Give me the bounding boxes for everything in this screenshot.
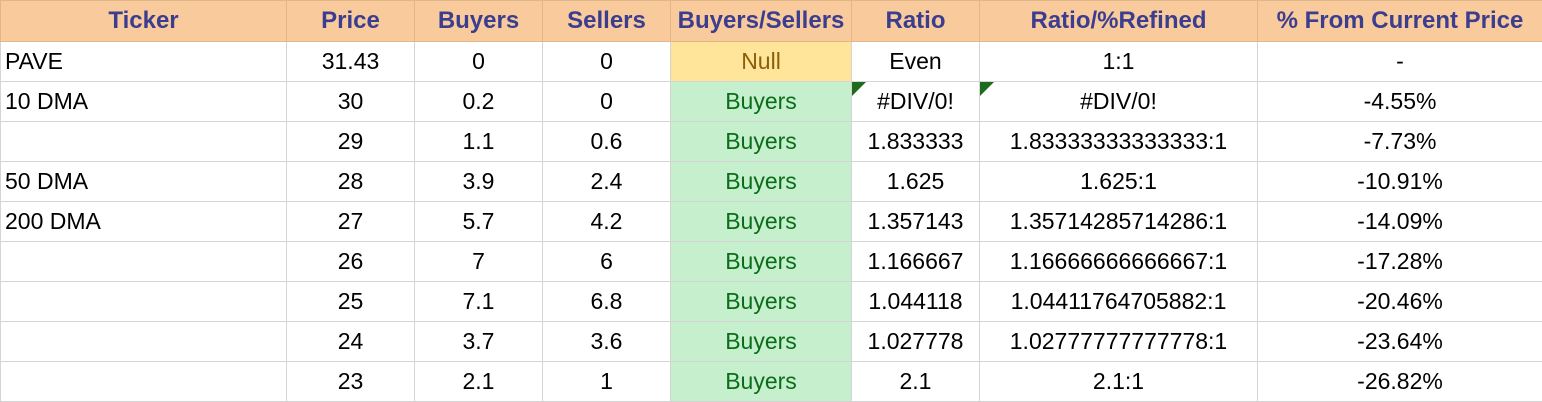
cell-buyers[interactable]: 3.9 bbox=[414, 161, 543, 202]
cell-price[interactable]: 29 bbox=[286, 121, 415, 162]
cell-pct-from-price[interactable]: -17.28% bbox=[1257, 241, 1542, 282]
cell-price[interactable]: 26 bbox=[286, 241, 415, 282]
cell-ratio-refined[interactable]: 1.35714285714286:1 bbox=[979, 201, 1258, 242]
cell-buyers[interactable]: 7 bbox=[414, 241, 543, 282]
cell-ratio[interactable]: 1.625 bbox=[851, 161, 980, 202]
cell-price[interactable]: 28 bbox=[286, 161, 415, 202]
cell-ratio-refined[interactable]: 1.16666666666667:1 bbox=[979, 241, 1258, 282]
cell-pct-from-price[interactable]: -23.64% bbox=[1257, 321, 1542, 362]
cell-ratio-error[interactable]: #DIV/0! bbox=[851, 81, 980, 122]
header-price[interactable]: Price bbox=[286, 0, 415, 42]
cell-price[interactable]: 30 bbox=[286, 81, 415, 122]
cell-pct-from-price[interactable]: -10.91% bbox=[1257, 161, 1542, 202]
cell-ratio[interactable]: 1.166667 bbox=[851, 241, 980, 282]
cell-ratio[interactable]: 2.1 bbox=[851, 361, 980, 402]
header-buyers-sellers[interactable]: Buyers/Sellers bbox=[670, 0, 852, 42]
cell-ratio[interactable]: 1.027778 bbox=[851, 321, 980, 362]
cell-price[interactable]: 24 bbox=[286, 321, 415, 362]
cell-pct-from-price[interactable]: -20.46% bbox=[1257, 281, 1542, 322]
cell-buyers-sellers[interactable]: Buyers bbox=[670, 201, 852, 242]
cell-sellers[interactable]: 4.2 bbox=[542, 201, 671, 242]
cell-sellers[interactable]: 6.8 bbox=[542, 281, 671, 322]
cell-buyers-sellers[interactable]: Buyers bbox=[670, 81, 852, 122]
cell-buyers-sellers[interactable]: Buyers bbox=[670, 361, 852, 402]
cell-ticker[interactable] bbox=[0, 361, 287, 402]
table-row: 200 DMA 27 5.7 4.2 Buyers 1.357143 1.357… bbox=[0, 201, 1542, 242]
table-row: 24 3.7 3.6 Buyers 1.027778 1.02777777777… bbox=[0, 321, 1542, 362]
cell-sellers[interactable]: 3.6 bbox=[542, 321, 671, 362]
cell-ticker[interactable] bbox=[0, 241, 287, 282]
header-ratio-refined[interactable]: Ratio/%Refined bbox=[979, 0, 1258, 42]
cell-ticker[interactable] bbox=[0, 281, 287, 322]
cell-buyers-sellers[interactable]: Buyers bbox=[670, 281, 852, 322]
cell-buyers[interactable]: 7.1 bbox=[414, 281, 543, 322]
cell-price[interactable]: 27 bbox=[286, 201, 415, 242]
cell-ratio-refined[interactable]: 1.83333333333333:1 bbox=[979, 121, 1258, 162]
table-row: 50 DMA 28 3.9 2.4 Buyers 1.625 1.625:1 -… bbox=[0, 161, 1542, 202]
cell-buyers[interactable]: 5.7 bbox=[414, 201, 543, 242]
cell-sellers[interactable]: 0 bbox=[542, 81, 671, 122]
cell-ratio-refined[interactable]: 1.625:1 bbox=[979, 161, 1258, 202]
cell-pct-from-price[interactable]: - bbox=[1257, 41, 1542, 82]
cell-sellers[interactable]: 6 bbox=[542, 241, 671, 282]
table-row: 26 7 6 Buyers 1.166667 1.16666666666667:… bbox=[0, 241, 1542, 282]
cell-pct-from-price[interactable]: -4.55% bbox=[1257, 81, 1542, 122]
cell-ratio-refined[interactable]: 1.02777777777778:1 bbox=[979, 321, 1258, 362]
cell-buyers-sellers[interactable]: Buyers bbox=[670, 241, 852, 282]
table-row: 29 1.1 0.6 Buyers 1.833333 1.83333333333… bbox=[0, 121, 1542, 162]
cell-price[interactable]: 31.43 bbox=[286, 41, 415, 82]
cell-sellers[interactable]: 0 bbox=[542, 41, 671, 82]
cell-buyers[interactable]: 3.7 bbox=[414, 321, 543, 362]
cell-ticker[interactable]: 10 DMA bbox=[0, 81, 287, 122]
cell-buyers[interactable]: 0 bbox=[414, 41, 543, 82]
cell-ratio[interactable]: Even bbox=[851, 41, 980, 82]
cell-price[interactable]: 23 bbox=[286, 361, 415, 402]
cell-ratio[interactable]: 1.357143 bbox=[851, 201, 980, 242]
cell-pct-from-price[interactable]: -26.82% bbox=[1257, 361, 1542, 402]
header-buyers[interactable]: Buyers bbox=[414, 0, 543, 42]
cell-ticker[interactable] bbox=[0, 321, 287, 362]
cell-buyers-sellers[interactable]: Buyers bbox=[670, 161, 852, 202]
header-ticker[interactable]: Ticker bbox=[0, 0, 287, 42]
header-pct-from-price[interactable]: % From Current Price bbox=[1257, 0, 1542, 42]
cell-ratio[interactable]: 1.833333 bbox=[851, 121, 980, 162]
cell-pct-from-price[interactable]: -7.73% bbox=[1257, 121, 1542, 162]
cell-ticker[interactable] bbox=[0, 121, 287, 162]
cell-ticker[interactable]: PAVE bbox=[0, 41, 287, 82]
cell-ratio-refined[interactable]: 2.1:1 bbox=[979, 361, 1258, 402]
cell-buyers[interactable]: 0.2 bbox=[414, 81, 543, 122]
table-row: 23 2.1 1 Buyers 2.1 2.1:1 -26.82% bbox=[0, 361, 1542, 402]
cell-ticker[interactable]: 50 DMA bbox=[0, 161, 287, 202]
cell-buyers-sellers[interactable]: Buyers bbox=[670, 321, 852, 362]
header-row: Ticker Price Buyers Sellers Buyers/Selle… bbox=[0, 0, 1542, 42]
header-sellers[interactable]: Sellers bbox=[542, 0, 671, 42]
cell-price[interactable]: 25 bbox=[286, 281, 415, 322]
cell-buyers[interactable]: 1.1 bbox=[414, 121, 543, 162]
table-row: 25 7.1 6.8 Buyers 1.044118 1.04411764705… bbox=[0, 281, 1542, 322]
cell-ratio[interactable]: 1.044118 bbox=[851, 281, 980, 322]
cell-sellers[interactable]: 1 bbox=[542, 361, 671, 402]
cell-ratio-refined[interactable]: 1.04411764705882:1 bbox=[979, 281, 1258, 322]
cell-ratio-refined[interactable]: 1:1 bbox=[979, 41, 1258, 82]
cell-ratio-refined-error[interactable]: #DIV/0! bbox=[979, 81, 1258, 122]
table-row: 10 DMA 30 0.2 0 Buyers #DIV/0! #DIV/0! -… bbox=[0, 81, 1542, 122]
cell-buyers-sellers[interactable]: Null bbox=[670, 41, 852, 82]
table-row: PAVE 31.43 0 0 Null Even 1:1 - bbox=[0, 41, 1542, 82]
cell-buyers[interactable]: 2.1 bbox=[414, 361, 543, 402]
header-ratio[interactable]: Ratio bbox=[851, 0, 980, 42]
cell-pct-from-price[interactable]: -14.09% bbox=[1257, 201, 1542, 242]
cell-buyers-sellers[interactable]: Buyers bbox=[670, 121, 852, 162]
cell-ticker[interactable]: 200 DMA bbox=[0, 201, 287, 242]
cell-sellers[interactable]: 2.4 bbox=[542, 161, 671, 202]
cell-sellers[interactable]: 0.6 bbox=[542, 121, 671, 162]
